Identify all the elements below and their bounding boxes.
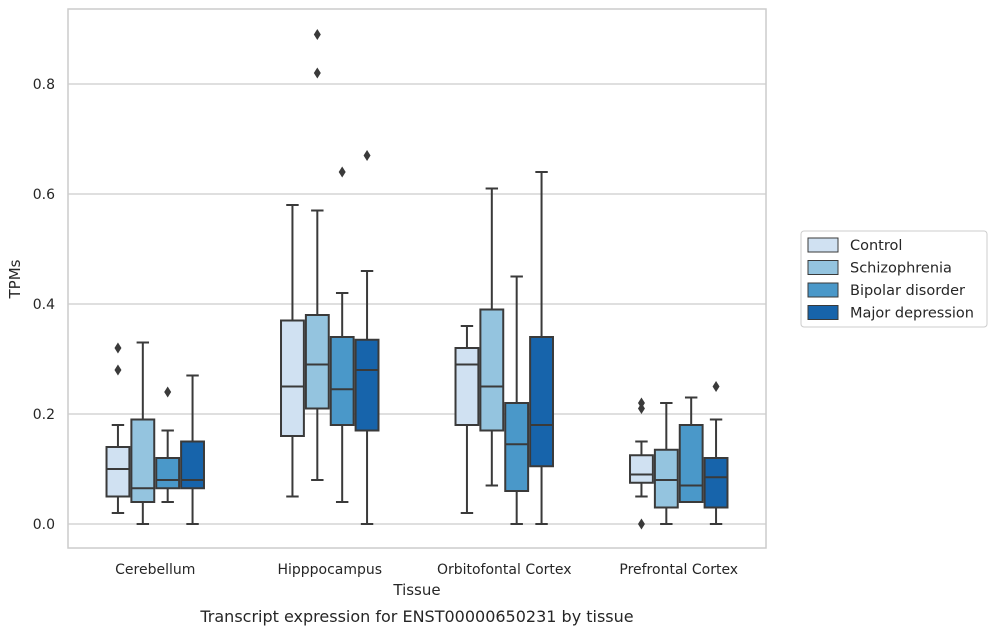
outlier-point — [363, 150, 371, 161]
outlier-point — [338, 166, 346, 178]
outlier-point — [164, 386, 172, 398]
legend-swatch — [807, 237, 839, 253]
box-major-depression — [180, 374, 205, 525]
x-tick-label: Orbitofontal Cortex — [437, 562, 572, 578]
x-tick-label: Cerebellum — [115, 562, 195, 578]
outlier-point — [313, 67, 321, 79]
y-tick-label: 0.0 — [33, 517, 55, 533]
outlier-point — [114, 342, 122, 354]
y-axis-label: TPMs — [6, 259, 24, 299]
x-tick-label: Prefrontal Cortex — [619, 562, 738, 578]
legend-swatch — [807, 260, 839, 275]
box-iqr — [329, 336, 355, 426]
box-iqr — [479, 308, 505, 432]
box-control — [629, 397, 654, 530]
box-iqr — [653, 448, 679, 509]
outlier-point — [637, 518, 645, 530]
box-major-depression — [703, 381, 729, 525]
box-schizophrenia — [653, 402, 679, 525]
grid-lines — [68, 83, 766, 525]
box-iqr — [354, 338, 380, 432]
box-iqr — [130, 418, 156, 503]
x-tick-label: Hipppocampus — [277, 562, 382, 578]
box-iqr — [304, 314, 330, 410]
outlier-point — [712, 381, 720, 392]
y-tick-labels: 0.0 0.2 0.4 0.6 0.8 — [33, 77, 55, 533]
plot-area-frame — [67, 8, 767, 549]
box-major-depression — [529, 171, 554, 525]
y-tick-label: 0.4 — [33, 297, 55, 313]
box-iqr — [703, 457, 729, 509]
legend: Control Schizophrenia Bipolar disorder Majo… — [800, 230, 988, 328]
box-schizophrenia — [130, 341, 156, 525]
box-schizophrenia — [304, 29, 330, 481]
box-schizophrenia — [479, 187, 505, 487]
box-iqr — [454, 347, 480, 426]
outlier-point — [114, 364, 122, 376]
chart-caption: Transcript expression for ENST0000065023… — [199, 607, 633, 626]
box-major-depression — [354, 150, 380, 525]
box-control — [454, 325, 480, 514]
outlier-point — [637, 397, 645, 409]
boxes — [105, 29, 729, 530]
legend-label: Schizophrenia — [850, 261, 952, 277]
box-control — [105, 342, 131, 514]
legend-label: Bipolar disorder — [850, 283, 965, 299]
x-axis-label: Tissue — [392, 581, 440, 599]
box-iqr — [180, 440, 205, 490]
box-bipolar-disorder — [504, 275, 530, 525]
box-bipolar-disorder — [678, 396, 704, 503]
legend-swatch — [807, 282, 839, 298]
box-iqr — [504, 402, 530, 492]
box-iqr — [629, 454, 654, 484]
box-iqr — [678, 424, 704, 503]
outlier-point — [313, 29, 321, 40]
legend-label: Control — [850, 238, 902, 254]
y-tick-label: 0.6 — [33, 187, 55, 203]
box-iqr — [105, 446, 131, 498]
box-control — [280, 204, 305, 498]
x-tick-labels: Cerebellum Hipppocampus Orbitofontal Corte… — [115, 562, 738, 578]
box-iqr — [529, 336, 554, 468]
legend-swatch — [807, 305, 839, 320]
box-bipolar-disorder — [155, 386, 181, 503]
box-bipolar-disorder — [329, 166, 355, 503]
legend-label: Major depression — [850, 306, 974, 322]
y-tick-label: 0.8 — [33, 77, 55, 93]
legend-frame — [800, 230, 988, 328]
box-iqr — [155, 457, 181, 490]
y-tick-label: 0.2 — [33, 407, 55, 423]
box-iqr — [280, 319, 305, 437]
